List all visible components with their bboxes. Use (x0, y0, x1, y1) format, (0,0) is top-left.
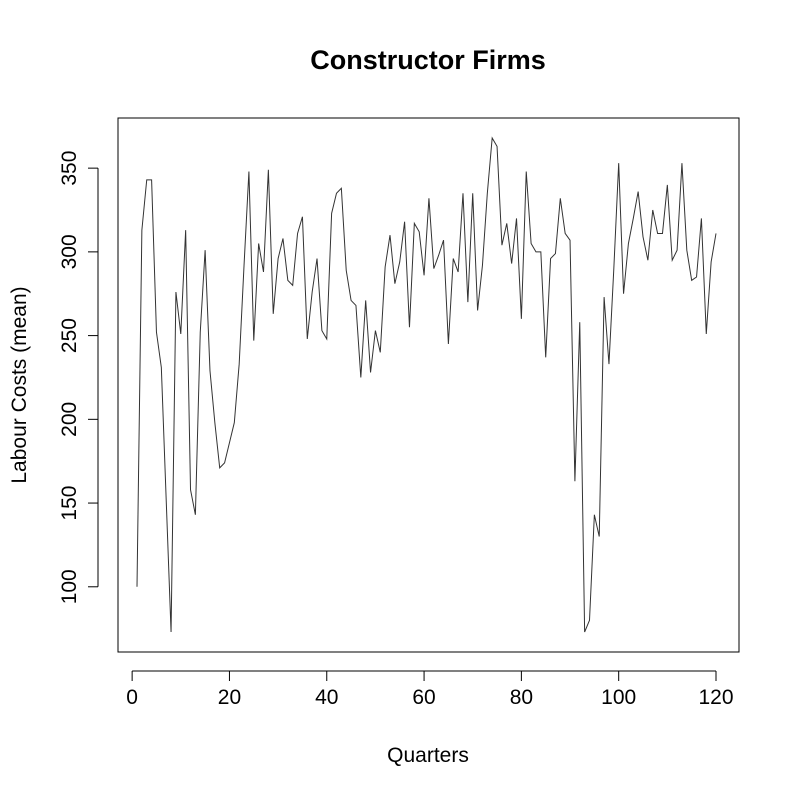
x-tick-label: 60 (412, 686, 435, 709)
x-tick-label: 80 (510, 686, 533, 709)
y-tick-label: 150 (58, 486, 81, 521)
y-tick-label: 200 (58, 402, 81, 437)
y-tick-label: 100 (58, 569, 81, 604)
x-tick-label: 40 (315, 686, 338, 709)
y-axis-label: Labour Costs (mean) (8, 286, 31, 483)
plot-area (117, 117, 740, 653)
chart-title: Constructor Firms (310, 45, 546, 75)
x-tick-label: 100 (601, 686, 636, 709)
x-tick-label: 120 (698, 686, 733, 709)
series-line (136, 136, 717, 633)
x-tick-label: 20 (218, 686, 241, 709)
x-axis-label: Quarters (387, 744, 469, 767)
y-tick-label: 350 (58, 151, 81, 186)
y-axis: 100 150 200 250 300 350 (58, 151, 99, 604)
x-axis: 0 20 40 60 80 100 120 (126, 670, 734, 709)
x-tick-label: 0 (126, 686, 138, 709)
y-tick-label: 300 (58, 234, 81, 269)
y-tick-label: 250 (58, 318, 81, 353)
